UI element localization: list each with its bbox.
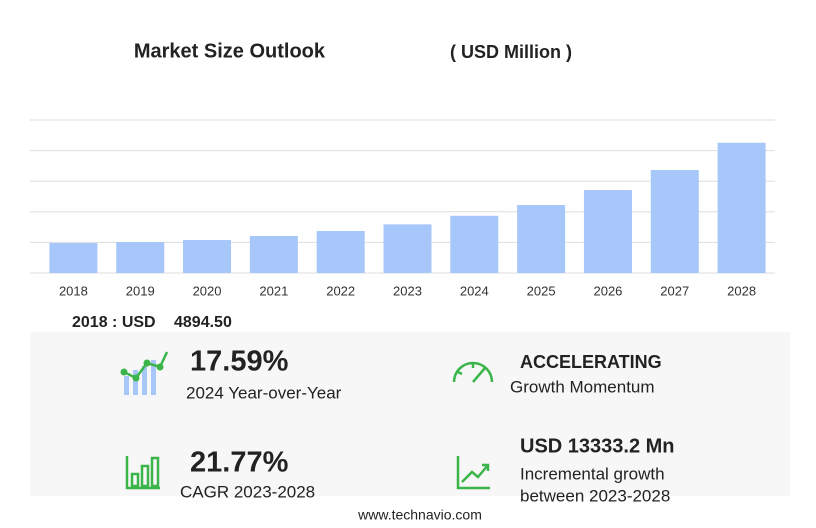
base-label: 2018 : USD xyxy=(72,314,156,331)
bar xyxy=(583,190,632,273)
x-tick-label: 2028 xyxy=(727,283,756,298)
footer: www.technavio.com xyxy=(357,507,482,523)
bar xyxy=(316,231,365,273)
kpi-value: USD 13333.2 Mn xyxy=(520,435,675,457)
x-tick-label: 2026 xyxy=(593,283,622,298)
x-tick-label: 2019 xyxy=(126,283,155,298)
x-tick-label: 2020 xyxy=(193,283,222,298)
bar xyxy=(183,240,232,273)
x-tick-label: 2021 xyxy=(259,283,288,298)
kpi-label: Incremental growth xyxy=(520,464,665,483)
kpi-label: CAGR 2023-2028 xyxy=(180,482,315,501)
icon-trend xyxy=(456,456,490,490)
kpi-value: 21.77% xyxy=(190,447,289,479)
base-value: 4894.50 xyxy=(174,314,232,331)
bar xyxy=(383,224,432,273)
bar xyxy=(116,242,165,273)
x-tick-label: 2025 xyxy=(527,283,556,298)
bar xyxy=(650,170,699,273)
bar xyxy=(450,215,499,273)
kpi-value: 17.59% xyxy=(190,346,289,378)
bar xyxy=(49,243,98,273)
icon-bars xyxy=(125,456,160,490)
kpi-label: Growth Momentum xyxy=(510,377,655,396)
icon-gauge xyxy=(452,361,494,383)
x-tick-label: 2018 xyxy=(59,283,88,298)
bar xyxy=(249,236,298,273)
x-tick-label: 2023 xyxy=(393,283,422,298)
x-tick-label: 2024 xyxy=(460,283,489,298)
x-tick-label: 2022 xyxy=(326,283,355,298)
bar xyxy=(517,205,566,273)
kpi-label: between 2023-2028 xyxy=(520,486,670,505)
chart-title: Market Size Outlook xyxy=(134,40,326,62)
kpi-label: 2024 Year-over-Year xyxy=(186,383,342,402)
bar xyxy=(717,142,766,273)
chart-subtitle: ( USD Million ) xyxy=(450,42,572,62)
summary-panel xyxy=(30,332,790,496)
x-tick-label: 2027 xyxy=(660,283,689,298)
kpi-value: ACCELERATING xyxy=(520,352,662,372)
icon-growth xyxy=(120,351,169,395)
